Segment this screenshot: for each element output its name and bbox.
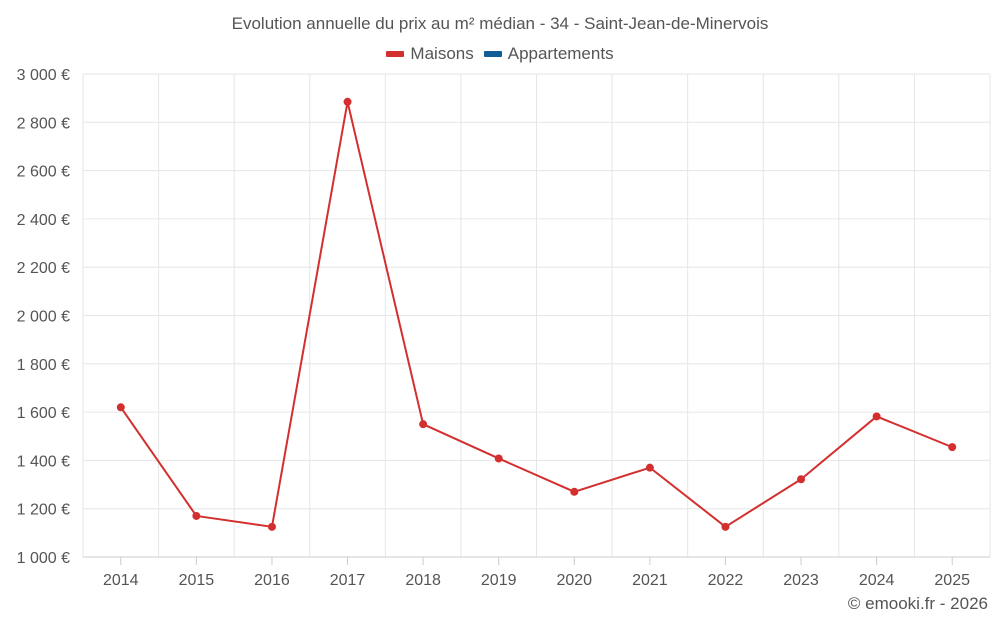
x-tick-label: 2016 — [254, 572, 290, 589]
legend-item-maisons[interactable]: Maisons — [386, 44, 474, 64]
x-tick-label: 2022 — [708, 572, 744, 589]
data-point — [645, 463, 654, 472]
x-tick-label: 2020 — [556, 572, 592, 589]
chart-title: Evolution annuelle du prix au m² médian … — [231, 14, 769, 33]
data-point — [419, 420, 428, 429]
legend-swatch-maisons — [386, 51, 405, 57]
data-point — [343, 97, 352, 106]
legend-item-appartements[interactable]: Appartements — [483, 44, 614, 64]
data-point — [116, 403, 125, 412]
y-tick-label: 2 800 € — [17, 115, 70, 132]
y-tick-label: 3 000 € — [17, 67, 70, 84]
legend-label-appartements: Appartements — [507, 44, 614, 63]
y-tick-label: 1 200 € — [17, 502, 70, 519]
legend-label-maisons: Maisons — [410, 44, 474, 63]
series-line-maisons — [119, 100, 953, 528]
data-point — [267, 522, 276, 531]
legend: Maisons Appartements — [0, 44, 1000, 64]
y-tick-label: 1 600 € — [17, 405, 70, 422]
x-tick-label: 2021 — [632, 572, 668, 589]
y-tick-label: 2 000 € — [17, 309, 70, 326]
x-tick-label: 2019 — [481, 572, 517, 589]
y-tick-label: 1 000 € — [17, 550, 70, 567]
data-point — [494, 454, 503, 463]
legend-swatch-appartements — [483, 51, 502, 57]
y-tick-label: 2 400 € — [17, 212, 70, 229]
data-point — [797, 475, 806, 484]
y-tick-label: 1 800 € — [17, 357, 70, 374]
x-tick-label: 2024 — [859, 572, 895, 589]
y-tick-label: 2 200 € — [17, 260, 70, 277]
y-tick-label: 1 400 € — [17, 453, 70, 470]
x-tick-label: 2017 — [330, 572, 366, 589]
x-tick-label: 2025 — [934, 572, 970, 589]
data-point — [192, 511, 201, 520]
x-tick-label: 2014 — [103, 572, 139, 589]
data-point — [948, 443, 957, 452]
y-tick-label: 2 600 € — [17, 164, 70, 181]
x-tick-label: 2023 — [783, 572, 819, 589]
data-point — [721, 522, 730, 531]
credit-text: © emooki.fr - 2026 — [847, 594, 988, 613]
x-tick-label: 2018 — [405, 572, 441, 589]
data-point — [570, 487, 579, 496]
x-tick-label: 2015 — [179, 572, 215, 589]
data-point — [872, 412, 881, 421]
